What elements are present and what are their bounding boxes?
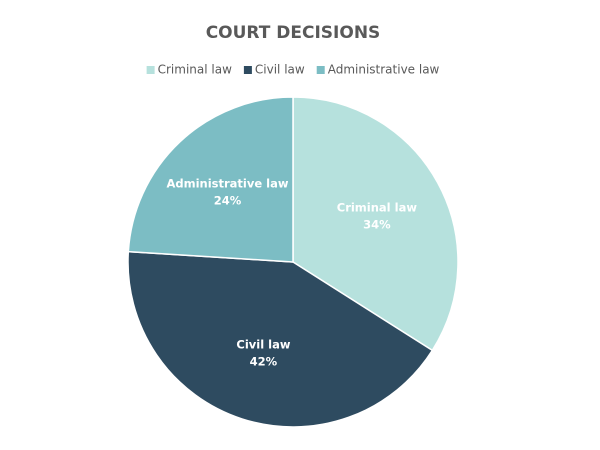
slice-value-label: 24% (214, 194, 242, 208)
legend: Criminal law Civil law Administrative law (147, 63, 440, 77)
slice-value-label: 34% (363, 217, 391, 231)
legend-label: Civil law (255, 63, 305, 77)
slice-category-label: Administrative law (166, 177, 288, 191)
legend-swatch (147, 66, 155, 74)
chart-title: COURT DECISIONS (206, 23, 381, 43)
chart: COURT DECISIONS Criminal law 34% Civil law… (0, 0, 600, 450)
slice-value-label: 42% (250, 355, 278, 369)
legend-label: Administrative law (328, 63, 440, 77)
legend-label: Criminal law (158, 63, 232, 77)
slice-category-label: Civil law (236, 338, 290, 352)
slice-category-label: Criminal law (337, 200, 418, 214)
legend-swatch (244, 66, 252, 74)
legend-swatch (317, 66, 325, 74)
